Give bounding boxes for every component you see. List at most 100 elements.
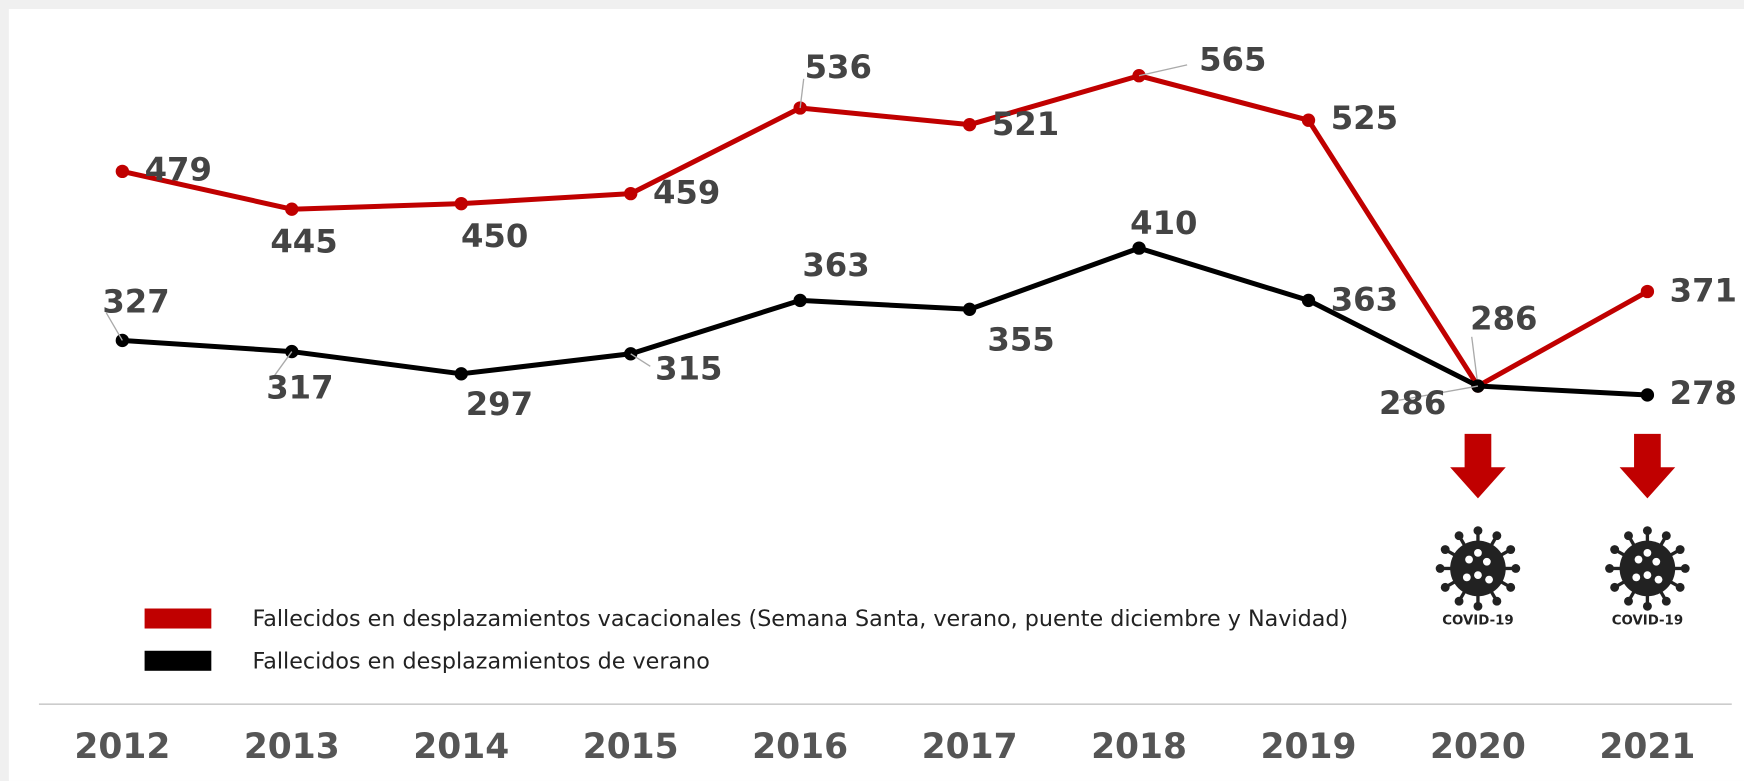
virus-tip	[1642, 526, 1652, 536]
series-line	[121, 73, 1649, 389]
data-label: 371	[1670, 272, 1737, 310]
data-label: 315	[655, 349, 722, 387]
point	[624, 186, 638, 201]
x-tick-label: 2017	[922, 727, 1018, 767]
virus-dot	[1474, 548, 1482, 557]
virus-tip	[1440, 545, 1450, 554]
virus-tip	[1492, 596, 1502, 606]
data-label: 363	[802, 246, 869, 284]
virus-tip	[1454, 531, 1464, 541]
data-label: 459	[653, 174, 720, 212]
x-tick-label: 2013	[244, 727, 340, 767]
data-label: 536	[805, 48, 872, 86]
data-label: 355	[987, 321, 1054, 359]
data-label: 286	[1379, 384, 1446, 422]
data-label: 479	[145, 150, 212, 188]
virus-tip	[1675, 545, 1685, 554]
virus-tip	[1680, 564, 1690, 573]
x-tick-label: 2014	[413, 727, 509, 767]
annotation: COVID-19	[1442, 614, 1513, 629]
arrow	[1619, 433, 1676, 499]
data-label: 297	[466, 385, 533, 423]
legend-label: Fallecidos en desplazamientos vacacional…	[252, 606, 1348, 632]
data-label: 363	[1331, 281, 1398, 319]
virus-tip	[1511, 564, 1521, 573]
data-label: 525	[1331, 99, 1398, 137]
point	[454, 196, 468, 211]
leader-line	[1471, 336, 1479, 387]
point	[1640, 388, 1655, 402]
point	[454, 367, 468, 381]
virus-tip	[1473, 526, 1483, 536]
virus-tip	[1506, 582, 1516, 592]
point	[285, 344, 299, 359]
virus-dot	[1634, 555, 1643, 564]
virus-body	[1450, 540, 1506, 597]
virus-icon	[1435, 526, 1521, 611]
point	[624, 347, 638, 361]
legend-swatch	[144, 608, 212, 629]
point	[1301, 113, 1316, 127]
point	[793, 293, 807, 308]
virus-tip	[1675, 582, 1685, 592]
virus-dot	[1632, 573, 1641, 582]
virus-tip	[1624, 596, 1633, 606]
virus-dot	[1643, 571, 1652, 580]
x-tick-label: 2019	[1261, 727, 1357, 767]
x-tick-label: 2016	[752, 727, 848, 767]
x-tick-label: 2012	[74, 727, 170, 767]
data-label: 521	[992, 105, 1059, 143]
point	[285, 202, 299, 216]
leader-line	[1398, 385, 1479, 401]
x-tick-label: 2020	[1430, 727, 1526, 767]
virus-tip	[1610, 582, 1620, 592]
point	[1132, 241, 1146, 255]
virus-dot	[1654, 575, 1663, 584]
virus-tip	[1435, 564, 1445, 573]
point	[962, 118, 977, 132]
leader-line	[630, 353, 651, 367]
leader-line	[1138, 64, 1188, 77]
virus-dot	[1462, 573, 1471, 582]
x-tick-label: 2015	[583, 727, 679, 767]
virus-dot	[1652, 557, 1661, 566]
data-label: 450	[461, 217, 528, 255]
x-tick-label: 2018	[1091, 727, 1187, 767]
virus-icon	[1605, 526, 1690, 611]
legend-swatch	[144, 650, 212, 671]
virus-tip	[1454, 596, 1464, 606]
virus-dot	[1465, 555, 1473, 564]
annotation: COVID-19	[1612, 614, 1683, 629]
series-line	[122, 245, 1648, 398]
point	[115, 164, 130, 179]
virus-body	[1619, 540, 1676, 597]
virus-dot	[1643, 548, 1652, 557]
virus-tip	[1610, 545, 1620, 554]
x-tick-label: 2021	[1599, 727, 1695, 767]
virus-dot	[1485, 575, 1493, 584]
leader-line	[799, 78, 805, 109]
virus-tip	[1661, 531, 1671, 541]
virus-tip	[1473, 601, 1483, 611]
panel	[8, 9, 1744, 781]
point	[962, 302, 977, 316]
point	[1301, 293, 1316, 308]
arrow	[1450, 433, 1506, 499]
virus-tip	[1605, 564, 1615, 573]
data-label: 278	[1670, 374, 1737, 412]
data-label: 445	[270, 223, 337, 261]
leader-line	[105, 312, 123, 341]
virus-tip	[1506, 545, 1516, 554]
data-label: 327	[102, 283, 169, 321]
virus-tip	[1624, 531, 1633, 541]
legend-label: Fallecidos en desplazamientos de verano	[252, 648, 709, 674]
data-label: 286	[1470, 299, 1537, 337]
virus-dot	[1482, 557, 1491, 566]
leader-line	[270, 351, 293, 381]
virus-dot	[1474, 571, 1482, 580]
virus-tip	[1661, 596, 1671, 606]
data-label: 410	[1130, 204, 1197, 242]
data-label: 317	[266, 368, 333, 406]
